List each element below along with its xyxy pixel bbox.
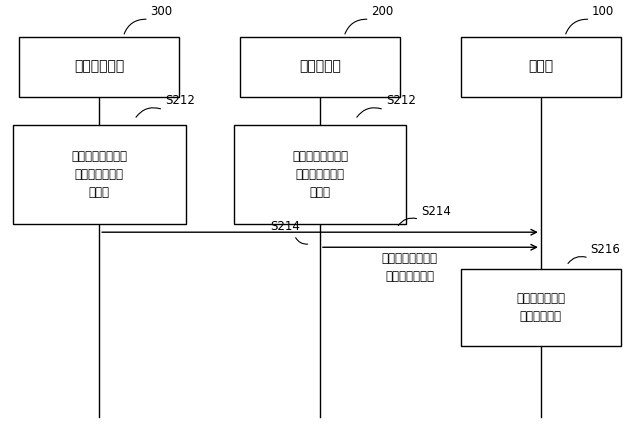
- Text: S216: S216: [591, 243, 621, 256]
- Text: リレー通信の通信
状況を示す情報: リレー通信の通信 状況を示す情報: [381, 252, 438, 283]
- Bar: [13, 125, 186, 224]
- Text: リレー通信の通信
状況を示す情報
を取得: リレー通信の通信 状況を示す情報 を取得: [71, 150, 127, 199]
- Text: リレー通信の通信
状況を示す情報
を取得: リレー通信の通信 状況を示す情報 を取得: [292, 150, 348, 199]
- Bar: [461, 37, 621, 97]
- Text: 200: 200: [371, 5, 393, 18]
- Text: オペレーション
モードを決定: オペレーション モードを決定: [516, 292, 565, 323]
- Bar: [19, 37, 179, 97]
- Text: リモート端末: リモート端末: [74, 60, 124, 74]
- Text: 300: 300: [150, 5, 172, 18]
- Text: S212: S212: [165, 95, 195, 108]
- Text: 基地局: 基地局: [528, 60, 554, 74]
- Text: S212: S212: [386, 95, 416, 108]
- Text: S214: S214: [421, 205, 451, 218]
- Text: S214: S214: [271, 221, 301, 233]
- Text: リレー端末: リレー端末: [299, 60, 341, 74]
- Bar: [461, 269, 621, 346]
- Bar: [234, 125, 406, 224]
- Bar: [240, 37, 400, 97]
- Text: 100: 100: [591, 5, 614, 18]
